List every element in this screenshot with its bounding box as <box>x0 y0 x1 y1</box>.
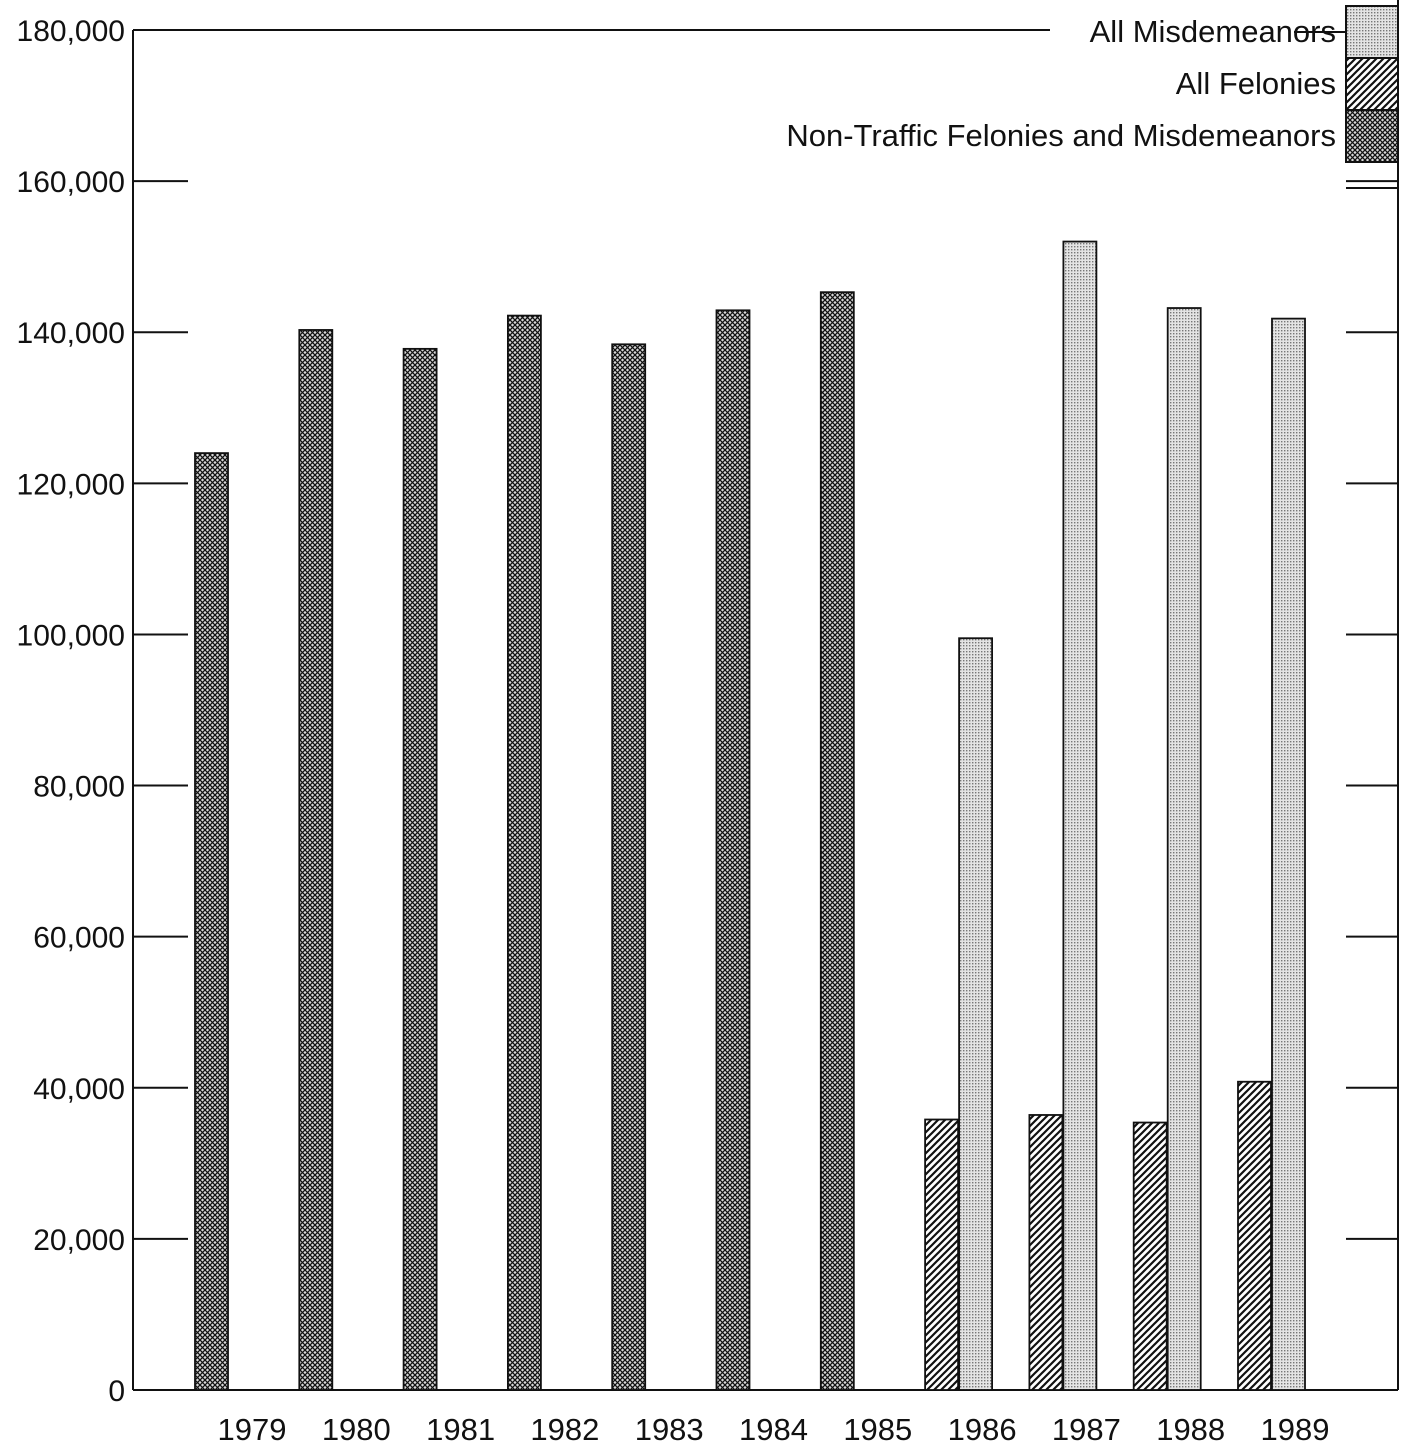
y-tick-label: 120,000 <box>17 468 125 501</box>
bar-crosshatch-1982 <box>506 314 542 1391</box>
y-tick-label: 80,000 <box>33 771 125 804</box>
bar-diagonal-1989 <box>1237 1080 1272 1391</box>
bar-crosshatch-1984 <box>715 309 751 1391</box>
x-tick-label: 1979 <box>218 1412 287 1447</box>
y-tick-label: 40,000 <box>33 1073 125 1106</box>
axes <box>132 0 1399 1391</box>
x-tick-label: 1980 <box>322 1412 391 1447</box>
bar-dots-1987 <box>1062 240 1098 1391</box>
axis-labels: 0 20,000 40,000 60,000 80,000 100,000 120,000 1… <box>17 15 1330 1447</box>
legend-swatch <box>1345 57 1399 111</box>
bar-crosshatch-1979 <box>194 452 229 1391</box>
bar-dots-1988 <box>1166 307 1202 1391</box>
y-tick-label: 20,000 <box>33 1224 125 1257</box>
x-tick-label: 1985 <box>843 1412 912 1447</box>
legend-swatch <box>1345 109 1399 163</box>
y-tick-label: 60,000 <box>33 922 125 955</box>
x-tick-label: 1989 <box>1261 1412 1330 1447</box>
y-tick-label: 180,000 <box>17 15 125 48</box>
bar-crosshatch-1981 <box>402 347 438 1391</box>
x-tick-label: 1983 <box>635 1412 704 1447</box>
bar-diagonal-1986 <box>924 1118 959 1391</box>
y-tick-label: 0 <box>108 1375 125 1408</box>
y-tick-label: 140,000 <box>17 317 125 350</box>
x-tick-label: 1981 <box>426 1412 495 1447</box>
bar-dots-1989 <box>1271 317 1306 1391</box>
x-tick-label: 1986 <box>948 1412 1017 1447</box>
y-tick-label: 160,000 <box>17 166 125 199</box>
legend-label: All Felonies <box>1176 66 1336 101</box>
y-tick-label: 100,000 <box>17 619 125 652</box>
x-tick-label: 1982 <box>530 1412 599 1447</box>
bars <box>194 240 1306 1391</box>
x-tick-label: 1988 <box>1156 1412 1225 1447</box>
bar-crosshatch-1980 <box>298 329 334 1391</box>
bar-crosshatch-1983 <box>611 343 647 1391</box>
legend-swatch <box>1345 5 1399 59</box>
bar-diagonal-1987 <box>1028 1114 1064 1391</box>
bar-dots-1986 <box>958 637 993 1391</box>
x-tick-label: 1987 <box>1052 1412 1121 1447</box>
bar-crosshatch-1985 <box>819 291 855 1391</box>
legend-label: Non-Traffic Felonies and Misdemeanors <box>786 118 1336 153</box>
x-tick-label: 1984 <box>739 1412 808 1447</box>
bar-diagonal-1988 <box>1132 1121 1168 1391</box>
